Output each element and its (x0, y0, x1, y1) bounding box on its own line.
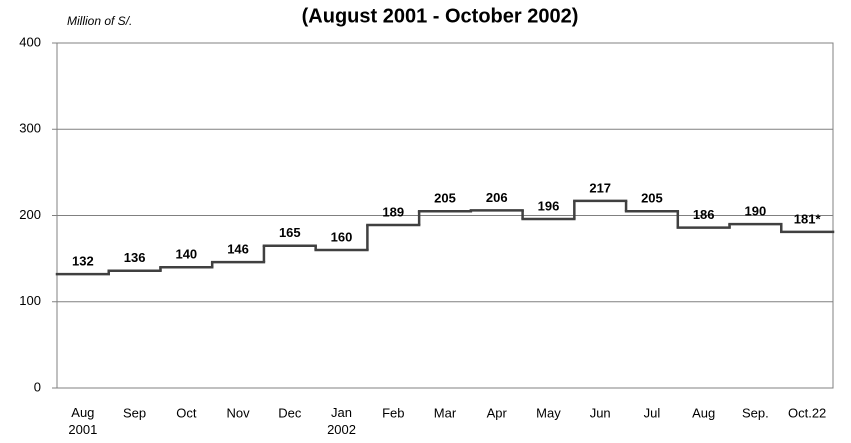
x-tick-label: Sep (123, 405, 146, 420)
x-tick-label: Nov (227, 405, 251, 420)
data-label: 217 (589, 180, 611, 195)
data-label: 186 (693, 207, 715, 222)
data-label: 196 (538, 198, 560, 213)
x-tick-label: Jun (590, 405, 611, 420)
y-tick-label: 300 (19, 121, 41, 136)
data-label: 146 (227, 242, 249, 257)
data-label: 206 (486, 190, 508, 205)
data-label: 181* (794, 211, 822, 226)
x-tick-label: Aug (692, 405, 715, 420)
x-tick-label: Aug 2001 (68, 405, 97, 437)
x-tick-label: Oct (176, 405, 197, 420)
data-label: 205 (641, 191, 663, 206)
x-tick-label: Apr (487, 405, 508, 420)
x-tick-label: Feb (382, 405, 404, 420)
data-label: 205 (434, 191, 456, 206)
y-tick-label: 400 (19, 34, 41, 49)
x-tick-label: Dec (278, 405, 302, 420)
x-tick-label: Jul (644, 405, 661, 420)
data-label: 165 (279, 225, 301, 240)
x-tick-label: Jan 2002 (327, 405, 356, 437)
x-tick-label: May (536, 405, 561, 420)
y-tick-label: 200 (19, 207, 41, 222)
data-label: 190 (745, 204, 767, 219)
y-tick-label: 0 (34, 379, 41, 394)
data-label: 136 (124, 250, 146, 265)
data-label: 189 (382, 204, 404, 219)
x-tick-label: Sep. (742, 405, 769, 420)
data-label: 132 (72, 254, 94, 269)
chart-title: (August 2001 - October 2002) (302, 5, 579, 27)
y-tick-label: 100 (19, 293, 41, 308)
x-tick-label: Oct.22 (788, 405, 826, 420)
x-tick-label: Mar (434, 405, 457, 420)
data-label: 160 (331, 229, 353, 244)
data-label: 140 (175, 247, 197, 262)
y-axis-label: Million of S/. (67, 14, 132, 28)
